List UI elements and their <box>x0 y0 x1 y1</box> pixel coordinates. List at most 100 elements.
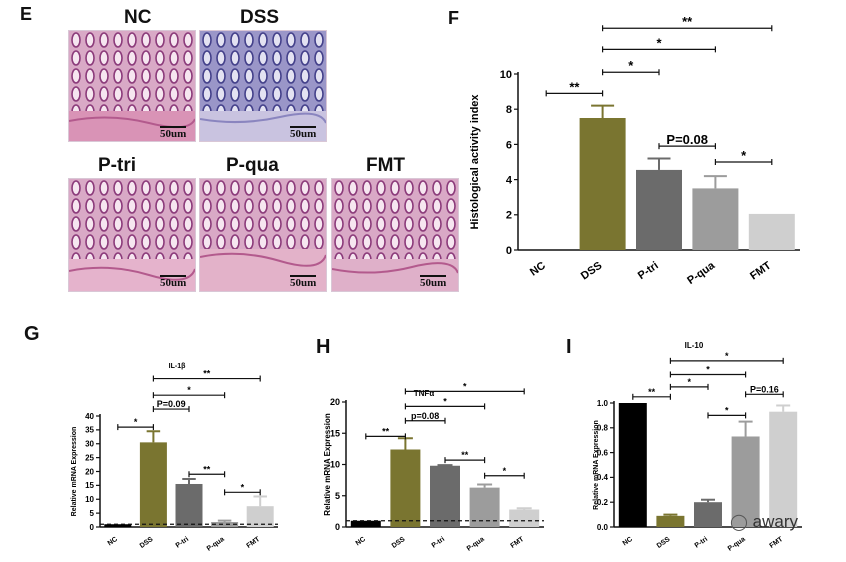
y-tick-label-g-4: 20 <box>85 467 94 476</box>
y-tick-label-g-6: 30 <box>85 440 94 449</box>
y-tick-label-i-2: 0.4 <box>597 473 609 482</box>
histology-label-p-tri: P-tri <box>98 155 136 176</box>
chart-title-g: IL-1β <box>169 363 186 370</box>
y-tick-label-g-8: 40 <box>85 412 94 421</box>
y-tick-label-f-4: 8 <box>506 104 512 116</box>
significance-label-h-4: ** <box>461 450 469 460</box>
panel-label-i: I <box>566 336 572 358</box>
significance-label-h-1: p=0.08 <box>411 411 439 421</box>
significance-label-f-1: * <box>628 58 634 73</box>
scale-bar-dss: 50um <box>290 126 317 140</box>
category-label-g-0: NC <box>107 536 119 548</box>
bar-f-fmt <box>748 213 795 250</box>
y-tick-label-f-3: 6 <box>506 139 512 151</box>
histology-label-nc: NC <box>124 7 152 28</box>
significance-label-h-2: * <box>443 396 447 406</box>
significance-label-i-0: ** <box>648 387 656 397</box>
scale-bar-p-qua: 50um <box>290 275 317 289</box>
y-tick-label-i-5: 1.0 <box>597 399 609 408</box>
y-tick-label-g-7: 35 <box>85 426 94 435</box>
significance-label-f-2: * <box>656 35 662 50</box>
y-tick-label-g-0: 0 <box>90 523 95 532</box>
y-tick-label-h-3: 15 <box>330 428 340 438</box>
bar-g-nc <box>104 524 132 527</box>
y-tick-label-h-4: 20 <box>330 397 340 407</box>
category-label-f-1: DSS <box>579 260 604 283</box>
category-label-h-1: DSS <box>391 536 407 550</box>
category-label-i-4: FMT <box>769 535 785 549</box>
panel-label-g: G <box>24 323 40 345</box>
y-tick-label-g-5: 25 <box>85 453 94 462</box>
y-tick-label-h-1: 5 <box>335 491 340 501</box>
significance-label-f-4: P=0.08 <box>666 132 708 147</box>
bar-i-nc <box>618 403 647 527</box>
y-axis-label-g: Relative mRNA Expression <box>71 427 78 517</box>
histology-image-p-qua <box>199 178 327 292</box>
y-tick-label-i-4: 0.8 <box>597 424 609 433</box>
significance-label-h-3: * <box>463 381 467 391</box>
panel-label-h: H <box>316 336 331 358</box>
scale-bar-fmt: 50um <box>420 275 447 289</box>
wechat-icon: ◯ <box>730 514 748 531</box>
bar-h-nc <box>350 520 381 527</box>
scale-bar-nc: 50um <box>160 126 187 140</box>
panel-label-e: E <box>20 4 33 24</box>
category-label-g-3: P-qua <box>206 536 226 553</box>
significance-label-g-5: * <box>241 482 245 492</box>
y-tick-label-h-2: 10 <box>330 460 340 470</box>
category-label-i-3: P-qua <box>727 536 747 553</box>
y-tick-label-g-1: 5 <box>90 509 95 518</box>
watermark: ◯ awary <box>730 512 798 532</box>
histology-label-p-qua: P-qua <box>226 155 279 176</box>
bar-h-fmt <box>509 509 540 527</box>
y-tick-label-i-1: 0.2 <box>597 498 609 507</box>
histology-label-fmt: FMT <box>366 155 406 176</box>
significance-label-g-3: ** <box>203 369 211 379</box>
bar-g-fmt <box>246 506 274 527</box>
category-label-h-0: NC <box>355 536 367 548</box>
category-label-g-2: P-tri <box>175 536 191 550</box>
significance-label-f-5: * <box>741 148 747 163</box>
y-tick-label-g-3: 15 <box>85 481 94 490</box>
histology-label-dss: DSS <box>240 7 280 28</box>
y-tick-label-i-0: 0.0 <box>597 523 609 532</box>
significance-label-i-4: * <box>725 405 729 415</box>
significance-label-i-1: * <box>687 377 691 387</box>
y-tick-label-f-5: 10 <box>500 69 512 81</box>
y-tick-label-f-2: 4 <box>506 174 513 186</box>
tissue-texture <box>200 179 326 291</box>
significance-label-i-3: * <box>725 351 729 361</box>
panel-label-f: F <box>448 8 459 28</box>
bar-g-dss <box>139 442 167 527</box>
bar-g-p-qua <box>211 522 239 527</box>
category-label-f-2: P-tri <box>636 260 661 282</box>
category-label-f-3: P-qua <box>685 259 718 287</box>
bar-i-p-qua <box>731 436 760 527</box>
significance-label-h-5: * <box>503 466 507 476</box>
category-label-f-0: NC <box>528 260 548 279</box>
bar-f-p-tri <box>636 169 682 250</box>
scale-bar-p-tri: 50um <box>160 275 187 289</box>
significance-label-g-2: * <box>187 385 191 395</box>
bar-h-dss <box>390 449 421 527</box>
bar-i-fmt <box>769 411 798 527</box>
bar-g-p-tri <box>175 483 203 527</box>
significance-label-i-5: P=0.16 <box>750 384 779 394</box>
bar-f-p-qua <box>692 188 739 250</box>
category-label-h-2: P-tri <box>431 536 447 550</box>
significance-label-f-0: ** <box>569 79 580 94</box>
category-label-g-1: DSS <box>139 536 155 550</box>
significance-label-i-2: * <box>706 364 710 374</box>
significance-label-g-1: P=0.09 <box>157 399 186 409</box>
category-label-i-0: NC <box>622 536 634 548</box>
y-axis-label-h: Relative mRNA Expression <box>323 413 332 516</box>
category-label-h-3: P-qua <box>466 536 486 553</box>
y-axis-label-f: Histological activity index <box>469 94 481 230</box>
y-tick-label-i-3: 0.6 <box>597 448 609 457</box>
bar-i-dss <box>656 515 685 527</box>
y-tick-label-h-0: 0 <box>335 522 340 532</box>
category-label-g-4: FMT <box>246 535 262 549</box>
category-label-i-2: P-tri <box>694 536 710 550</box>
bar-i-p-tri <box>694 502 722 527</box>
